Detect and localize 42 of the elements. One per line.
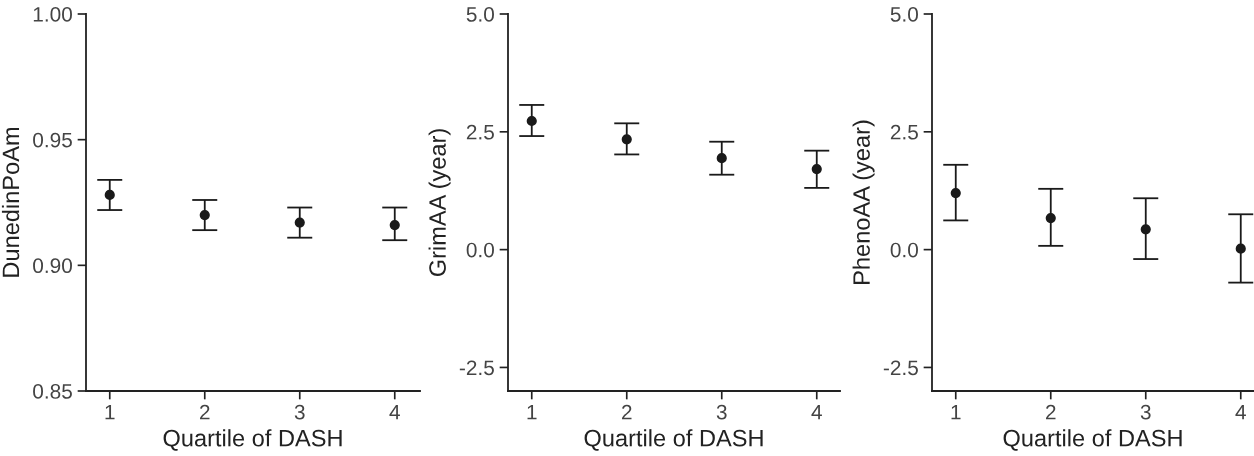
x-tick-label: 4 <box>389 404 400 420</box>
x-tick-label: 4 <box>1235 404 1246 420</box>
y-tick-label: 0.90 <box>33 258 72 274</box>
x-tick-label: 3 <box>1140 404 1151 420</box>
y-tick-label: -2.5 <box>883 360 918 376</box>
x-tick-label: 1 <box>527 404 537 420</box>
point <box>716 153 727 164</box>
point <box>104 189 115 201</box>
y-tick-label: 0.0 <box>890 242 918 258</box>
point <box>950 187 961 199</box>
y-axis-title: GrimAA (year) <box>428 129 451 277</box>
y-tick-label: 0.0 <box>466 242 494 258</box>
point <box>294 217 305 228</box>
y-tick-label: 1.00 <box>33 7 72 22</box>
y-tick-label: 2.5 <box>466 124 494 140</box>
x-axis-title: Quartile of DASH <box>163 429 342 451</box>
point <box>526 115 537 127</box>
point <box>389 220 400 231</box>
y-axis-title: PhenoAA (year) <box>852 120 875 284</box>
point <box>1235 243 1246 254</box>
point <box>621 134 632 145</box>
point <box>199 209 210 221</box>
x-tick-label: 1 <box>105 404 115 420</box>
point <box>1045 212 1056 224</box>
y-tick-label: 0.85 <box>33 384 72 399</box>
point <box>1140 224 1151 235</box>
y-axis-title: DunedinPoAm <box>1 127 20 277</box>
y-tick-label: -2.5 <box>459 360 494 376</box>
x-tick-label: 2 <box>1046 404 1056 420</box>
y-tick-label: 5.0 <box>890 7 918 22</box>
x-axis-title: Quartile of DASH <box>584 429 763 451</box>
y-tick-label: 2.5 <box>890 124 918 140</box>
x-axis-title: Quartile of DASH <box>1003 429 1182 451</box>
x-tick-label: 3 <box>294 404 305 420</box>
x-tick-label: 2 <box>200 404 210 420</box>
y-tick-label: 0.95 <box>33 132 72 148</box>
x-tick-label: 2 <box>622 404 632 420</box>
x-tick-label: 1 <box>951 404 961 420</box>
point <box>811 163 822 175</box>
y-tick-label: 5.0 <box>466 7 494 22</box>
x-tick-label: 3 <box>716 404 727 420</box>
x-tick-label: 4 <box>811 404 822 420</box>
